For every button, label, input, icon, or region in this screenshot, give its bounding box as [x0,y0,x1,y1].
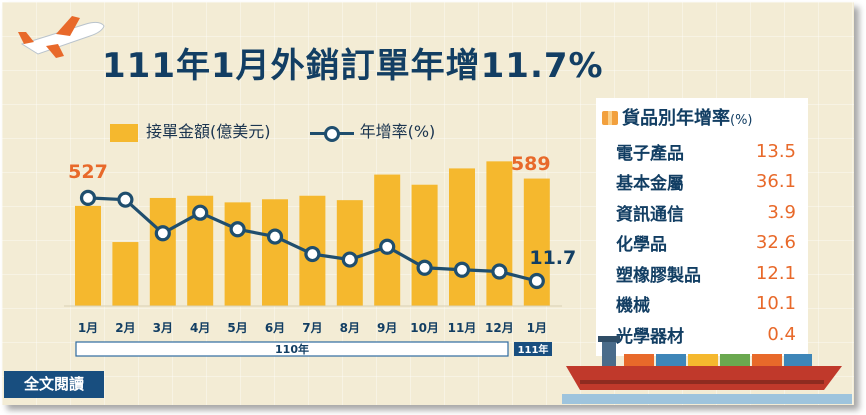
legend-bar-label: 接單金額(億美元) [146,122,271,141]
growth-rate-point [304,245,321,263]
category-growth-title-text: 貨品別年增率 [622,108,730,129]
data-label-last-line: 11.7 [529,247,576,269]
category-name: 機械 [616,296,650,317]
category-row: 塑橡膠製品 12.1 [602,258,800,289]
x-tick-label: 1月 [527,321,547,335]
category-name: 化學品 [616,235,667,256]
export-orders-chart: 1月 2月 3月 4月 5月 6月 7月 8月 9月 10月 11月 12月 1月 110年 111年 527… [64,153,576,357]
legend-bar-swatch [110,123,138,142]
bar [224,202,251,306]
growth-rate-point [117,191,134,208]
bar [112,242,139,306]
category-row: 資訊通信 3.9 [602,197,800,228]
year-group-label: 110年 [275,342,309,356]
chart-legend: 接單金額(億美元) 年增率(%) [110,118,435,142]
growth-rate-point [79,189,97,207]
x-tick-label: 11月 [448,321,477,335]
cargo-ship-icon [562,336,852,404]
category-row: 機械 10.1 [602,289,800,320]
bar [75,205,101,306]
legend-line-swatch [309,124,354,142]
category-name: 塑橡膠製品 [616,265,701,286]
category-growth-panel [596,98,808,356]
category-value: 13.5 [755,140,796,162]
growth-rate-point [379,238,396,255]
growth-rate-point [229,221,246,238]
x-tick-label: 2月 [115,321,135,335]
legend-line-label: 年增率(%) [359,122,436,141]
category-value: 36.1 [755,171,796,193]
x-tick-label: 12月 [485,321,514,335]
x-tick-label: 6月 [265,321,285,335]
category-row: 基本金屬 36.1 [602,167,800,198]
airplane-icon [18,16,105,58]
growth-rate-point [154,225,171,242]
x-tick-label: 7月 [302,321,322,335]
category-row: 化學品 32.6 [602,228,800,259]
category-growth-unit: (%) [730,113,753,128]
growth-rate-point [266,228,284,245]
x-tick-label: 10月 [410,321,439,335]
growth-rate-point [416,259,433,276]
x-tick-label: 3月 [153,321,173,335]
growth-rate-point [341,251,358,268]
growth-rate-point [491,263,508,280]
category-value: 12.1 [755,262,796,284]
category-name: 資訊通信 [616,204,684,225]
bar [486,161,513,306]
category-value: 32.6 [755,232,796,254]
category-value: 10.1 [755,293,796,315]
category-value: 0.4 [767,323,796,345]
bar [262,199,288,306]
bar [411,184,438,306]
growth-rate-point [192,204,209,221]
data-label-first-bar: 527 [68,161,108,183]
year-group-110 [75,341,509,357]
infographic-frame: 111年1月外銷訂單年增11.7% 接單金額(億美元) 年增率(%) 1月 2月 3… [2,2,854,405]
growth-rate-point [453,261,471,278]
category-row: 電子產品 13.5 [602,136,800,167]
category-growth-list: 電子產品 13.5 基本金屬 36.1 資訊通信 3.9 化學品 32.6 塑橡膠製品 12.1 機… [602,136,800,350]
bar [149,197,176,306]
category-name: 基本金屬 [616,174,684,195]
year-group-111 [514,342,552,356]
read-full-button[interactable]: 全文閱讀 [4,371,104,398]
x-tick-label: 1月 [78,321,98,335]
category-row: 光學器材 0.4 [602,319,800,350]
page-title: 111年1月外銷訂單年增11.7% [102,46,604,86]
x-tick-label: 5月 [227,321,247,335]
category-value: 3.9 [767,201,796,223]
category-name: 電子產品 [616,143,684,164]
box-icon [602,111,618,125]
category-growth-title: 貨品別年增率(%) [602,104,812,130]
data-label-last-bar: 589 [511,153,551,175]
x-tick-label: 9月 [377,321,397,335]
x-tick-label: 8月 [340,321,360,335]
year-group-label: 111年 [518,343,549,356]
growth-rate-point [528,272,545,290]
category-name: 光學器材 [616,326,684,347]
x-tick-label: 4月 [190,321,210,335]
bar [449,168,475,306]
